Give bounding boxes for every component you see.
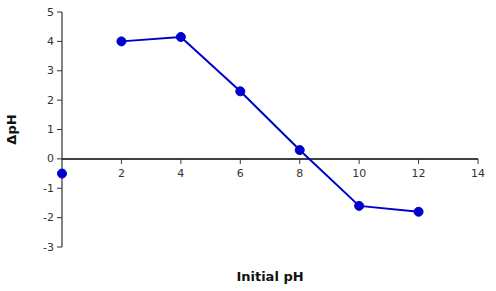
x-tick bbox=[478, 159, 479, 164]
x-tick bbox=[121, 159, 122, 164]
x-tick bbox=[240, 159, 241, 164]
point bbox=[176, 32, 185, 41]
point bbox=[58, 169, 67, 178]
plot-area bbox=[58, 32, 424, 216]
y-tick-label: 3 bbox=[47, 64, 54, 77]
point bbox=[355, 201, 364, 210]
y-tick bbox=[57, 129, 62, 130]
x-tick-label: 12 bbox=[412, 167, 426, 180]
y-tick-label: 2 bbox=[47, 94, 54, 107]
x-tick-label: 4 bbox=[177, 167, 184, 180]
point bbox=[236, 87, 245, 96]
line bbox=[121, 37, 418, 212]
x-tick-label: 14 bbox=[471, 167, 485, 180]
y-tick bbox=[57, 217, 62, 218]
y-tick-label: 5 bbox=[47, 6, 54, 19]
y-tick-label: 4 bbox=[47, 35, 54, 48]
y-tick bbox=[57, 247, 62, 248]
y-tick bbox=[57, 41, 62, 42]
x-axis-line bbox=[62, 158, 478, 160]
y-tick bbox=[57, 188, 62, 189]
y-tick-label: 1 bbox=[47, 123, 54, 136]
y-tick bbox=[57, 12, 62, 13]
series bbox=[58, 169, 67, 178]
x-tick-label: 6 bbox=[237, 167, 244, 180]
x-tick bbox=[418, 159, 419, 164]
y-tick-label: -2 bbox=[43, 211, 54, 224]
y-axis-title: ΔpH bbox=[4, 114, 19, 144]
axes: -3-2-10123452468101214 bbox=[43, 6, 485, 254]
chart: -3-2-10123452468101214Initial pHΔpH bbox=[0, 0, 496, 291]
y-tick-label: -1 bbox=[43, 182, 54, 195]
series bbox=[117, 32, 423, 216]
x-tick bbox=[180, 159, 181, 164]
y-tick bbox=[57, 100, 62, 101]
point bbox=[117, 37, 126, 46]
point bbox=[414, 207, 423, 216]
x-tick bbox=[299, 159, 300, 164]
y-tick-label: -3 bbox=[43, 241, 54, 254]
y-tick-label: 0 bbox=[47, 152, 54, 165]
point bbox=[295, 146, 304, 155]
y-tick bbox=[57, 70, 62, 71]
chart-container: -3-2-10123452468101214Initial pHΔpH bbox=[0, 0, 496, 291]
x-tick bbox=[359, 159, 360, 164]
y-tick bbox=[57, 158, 62, 159]
x-tick-label: 8 bbox=[296, 167, 303, 180]
x-tick-label: 10 bbox=[352, 167, 366, 180]
x-axis-title: Initial pH bbox=[236, 269, 303, 284]
x-tick-label: 2 bbox=[118, 167, 125, 180]
